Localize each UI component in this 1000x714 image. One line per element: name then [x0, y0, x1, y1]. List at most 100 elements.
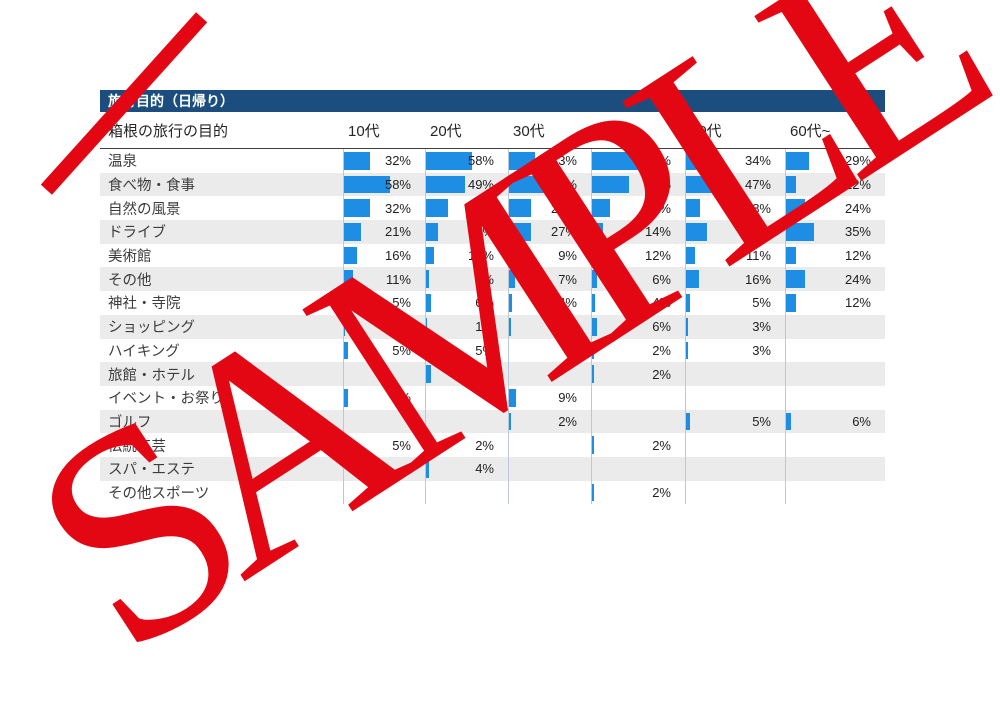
- data-bar: [786, 223, 814, 241]
- data-bar: [509, 223, 531, 241]
- bar-cell: 9%: [508, 243, 591, 268]
- bar-cell: [425, 409, 508, 434]
- data-bar: [426, 175, 466, 194]
- data-bar: [344, 341, 348, 360]
- bar-value-label: 9%: [558, 390, 577, 406]
- data-bar: [592, 365, 594, 383]
- row-category-label: ショッピング: [108, 320, 195, 337]
- data-bar: [592, 199, 610, 218]
- bar-cell: 16%: [685, 267, 785, 292]
- data-bar: [509, 175, 547, 194]
- bar-cell: 2%: [591, 433, 685, 457]
- data-bar: [592, 152, 644, 170]
- bar-cell: 4%: [425, 456, 508, 481]
- data-bar: [344, 246, 357, 265]
- row-category-label: 自然の風景: [108, 201, 181, 218]
- bar-cell: [685, 480, 785, 505]
- bar-cell: [685, 362, 785, 386]
- row-category-label: スパ・エステ: [108, 462, 195, 479]
- bar-cell: 5%: [425, 338, 508, 363]
- bar-cell: 46%: [591, 172, 685, 197]
- data-bar: [344, 294, 348, 312]
- bar-cell: 6%: [591, 267, 685, 292]
- bar-cell: 6%: [425, 362, 508, 386]
- data-bar: [426, 365, 431, 383]
- table-row: 美術館 16% 10% 9% 12% 11% 12%: [100, 243, 885, 268]
- bar-cell: 5%: [685, 291, 785, 315]
- table-row: 食べ物・食事 58% 49% 47% 46% 47% 12%: [100, 172, 885, 197]
- data-bar: [686, 317, 689, 336]
- bar-cell: 9%: [508, 385, 591, 410]
- row-category-label: その他スポーツ: [108, 485, 210, 502]
- bar-value-label: 26%: [744, 224, 771, 240]
- bar-value-label: 24%: [844, 200, 871, 216]
- data-bar: [509, 388, 517, 407]
- bar-value-label: 7%: [558, 271, 577, 287]
- bar-cell: [425, 480, 508, 505]
- row-category-label: その他: [108, 272, 152, 289]
- data-bar: [686, 294, 690, 312]
- bar-value-label: 2%: [558, 413, 577, 429]
- data-bar: [786, 175, 796, 194]
- bar-cell: [685, 456, 785, 481]
- data-bar: [509, 270, 515, 289]
- column-header-6: 60代~: [790, 122, 831, 140]
- bar-value-label: 47%: [744, 177, 771, 193]
- data-bar: [686, 341, 689, 360]
- bar-value-label: 29%: [844, 153, 871, 169]
- bar-value-label: 2%: [652, 437, 671, 453]
- travel-purpose-table: 旅行目的（日帰り） 箱根の旅行の目的 10代 20代 30代 40代 50代 60代~ 温…: [100, 90, 885, 505]
- column-header-3: 30代: [513, 122, 545, 140]
- bar-value-label: 4%: [558, 295, 577, 311]
- data-bar: [426, 152, 473, 170]
- bar-value-label: 5%: [752, 295, 771, 311]
- row-category-label: ドライブ: [108, 225, 166, 242]
- bar-value-label: 6%: [852, 413, 871, 429]
- bar-cell: 49%: [425, 172, 508, 197]
- bar-cell: 6%: [591, 314, 685, 339]
- bar-value-label: 35%: [844, 224, 871, 240]
- bar-value-label: 2%: [652, 366, 671, 382]
- bar-value-label: 27%: [550, 224, 577, 240]
- data-bar: [426, 294, 431, 312]
- bar-cell: 12%: [591, 243, 685, 268]
- bar-value-label: 4%: [652, 295, 671, 311]
- data-bar: [592, 270, 597, 289]
- bar-cell: [508, 362, 591, 386]
- data-bar: [592, 436, 594, 454]
- data-bar: [686, 152, 714, 170]
- table-row: その他 11% 4% 7% 6% 16% 24%: [100, 267, 885, 292]
- table-row: スパ・エステ 4%: [100, 456, 885, 481]
- data-bar: [344, 436, 348, 454]
- table-row: イベント・お祭り 5% 9%: [100, 385, 885, 410]
- bar-value-label: 49%: [467, 177, 494, 193]
- row-category-label: 温泉: [108, 154, 137, 171]
- data-bar: [426, 317, 427, 336]
- bar-value-label: 16%: [384, 248, 411, 264]
- bar-cell: 24%: [785, 267, 885, 292]
- bar-value-label: 12%: [844, 295, 871, 311]
- bar-value-label: 46%: [644, 177, 671, 193]
- bar-value-label: 14%: [644, 224, 671, 240]
- bar-cell: 27%: [508, 196, 591, 221]
- bar-cell: [508, 480, 591, 505]
- bar-cell: [785, 338, 885, 363]
- bar-value-label: 2%: [652, 484, 671, 500]
- table-body: 温泉 32% 58% 33% 64% 34% 29% 食べ物・食事 58% 49% 47% 46% 47…: [100, 149, 885, 505]
- bar-cell: 26%: [685, 220, 785, 244]
- data-bar: [786, 294, 796, 312]
- data-bar: [592, 483, 594, 502]
- bar-cell: [343, 362, 425, 386]
- bar-cell: 12%: [785, 243, 885, 268]
- bar-cell: 27%: [508, 220, 591, 244]
- bar-cell: 5%: [343, 433, 425, 457]
- bar-cell: [343, 480, 425, 505]
- bar-value-label: 4%: [475, 271, 494, 287]
- data-bar: [426, 270, 430, 289]
- bar-cell: 1%: [425, 314, 508, 339]
- page-title: 旅行目的（日帰り）: [108, 93, 234, 109]
- table-header-row: 箱根の旅行の目的 10代 20代 30代 40代 50代 60代~: [100, 112, 885, 149]
- row-category-label: ゴルフ: [108, 414, 152, 431]
- bar-cell: 12%: [785, 291, 885, 315]
- bar-cell: [508, 456, 591, 481]
